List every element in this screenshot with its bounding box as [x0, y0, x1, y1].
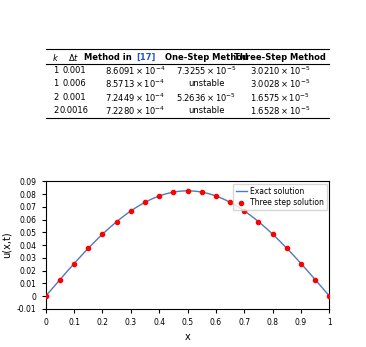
Text: 1: 1: [53, 66, 58, 75]
Text: 0.0016: 0.0016: [60, 106, 89, 115]
Three step solution: [171, 189, 176, 195]
X-axis label: x: x: [185, 332, 190, 342]
Line: Exact solution: Exact solution: [46, 191, 329, 296]
Three step solution: [85, 246, 91, 251]
Legend: Exact solution, Three step solution: Exact solution, Three step solution: [233, 184, 327, 210]
Three step solution: [270, 231, 276, 237]
Exact solution: [44, 294, 48, 298]
Text: $7.3255 \times 10^{-5}$: $7.3255 \times 10^{-5}$: [176, 64, 236, 77]
Three step solution: [100, 231, 105, 237]
Text: 0.006: 0.006: [62, 79, 86, 88]
Three step solution: [255, 219, 261, 225]
Three step solution: [57, 277, 63, 282]
Text: $k$: $k$: [52, 52, 59, 63]
Text: One-Step Method: One-Step Method: [164, 53, 247, 62]
Text: $7.2449 \times 10^{-4}$: $7.2449 \times 10^{-4}$: [105, 91, 165, 103]
Text: 1: 1: [53, 79, 58, 88]
Y-axis label: u(x,t): u(x,t): [1, 232, 12, 259]
Text: $3.0028 \times 10^{-5}$: $3.0028 \times 10^{-5}$: [250, 78, 310, 90]
Text: 2: 2: [53, 93, 58, 102]
Text: $1.6575 \times 10^{-5}$: $1.6575 \times 10^{-5}$: [250, 91, 310, 103]
Three step solution: [43, 293, 49, 299]
Text: $8.6091 \times 10^{-4}$: $8.6091 \times 10^{-4}$: [105, 64, 165, 77]
Three step solution: [156, 193, 162, 199]
Text: unstable: unstable: [188, 106, 224, 115]
Text: $7.2280 \times 10^{-4}$: $7.2280 \times 10^{-4}$: [105, 104, 165, 117]
Three step solution: [312, 277, 318, 282]
Exact solution: [302, 264, 306, 269]
Exact solution: [213, 194, 218, 198]
Text: 0.001: 0.001: [62, 93, 86, 102]
Three step solution: [213, 193, 219, 199]
Exact solution: [212, 193, 217, 197]
Text: unstable: unstable: [188, 79, 224, 88]
Text: $\Delta t$: $\Delta t$: [68, 52, 80, 63]
Three step solution: [142, 200, 148, 205]
Text: [17]: [17]: [137, 53, 156, 62]
Text: $1.6528 \times 10^{-5}$: $1.6528 \times 10^{-5}$: [250, 104, 310, 117]
Three step solution: [284, 246, 290, 251]
Text: 2: 2: [53, 106, 58, 115]
Three step solution: [71, 261, 77, 266]
Text: $3.0210 \times 10^{-5}$: $3.0210 \times 10^{-5}$: [250, 64, 310, 77]
Text: $5.2636 \times 10^{-5}$: $5.2636 \times 10^{-5}$: [176, 91, 236, 103]
Exact solution: [284, 245, 288, 249]
Three step solution: [242, 208, 247, 214]
Text: 0.001: 0.001: [62, 66, 86, 75]
Text: Method in: Method in: [85, 53, 135, 62]
Exact solution: [327, 294, 332, 298]
Exact solution: [185, 189, 189, 193]
Exact solution: [218, 196, 223, 200]
Text: $8.5713 \times 10^{-4}$: $8.5713 \times 10^{-4}$: [105, 78, 165, 90]
Three step solution: [199, 189, 205, 195]
Three step solution: [114, 219, 120, 225]
Three step solution: [326, 293, 332, 299]
Three step solution: [185, 188, 191, 194]
Exact solution: [45, 293, 49, 297]
Three step solution: [298, 261, 304, 266]
Text: Three-Step Method: Three-Step Method: [234, 53, 326, 62]
Three step solution: [128, 208, 134, 214]
Three step solution: [227, 200, 233, 205]
